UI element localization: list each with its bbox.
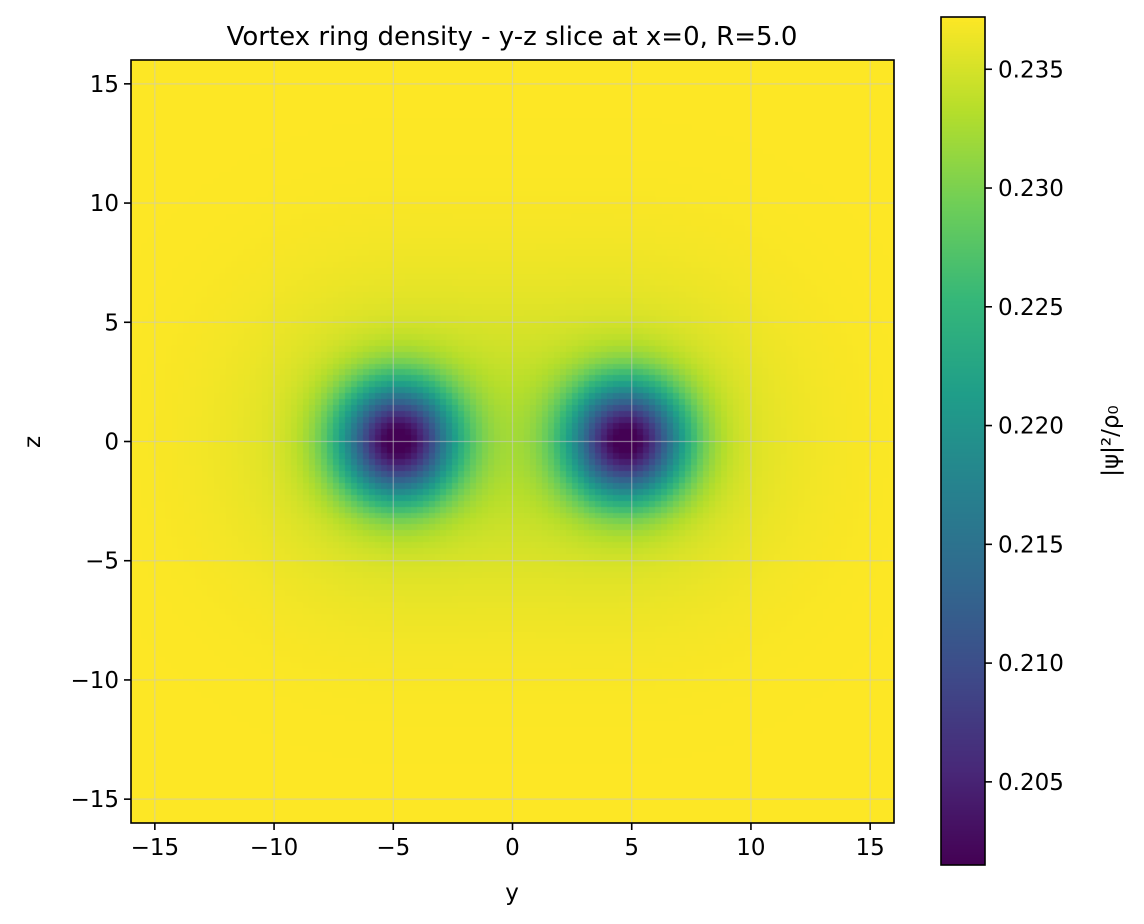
x-tick-label: −10: [250, 835, 299, 861]
x-tick-label: −5: [376, 835, 410, 861]
colorbar-label: |ψ|²/ρ₀: [1098, 405, 1124, 476]
colorbar-tick-label: 0.220: [998, 414, 1064, 440]
colorbar-tick-label: 0.215: [998, 532, 1064, 558]
x-tick-label: 15: [856, 835, 885, 861]
y-tick-label: 15: [90, 72, 119, 98]
x-axis-label: y: [505, 880, 519, 906]
y-tick-label: −5: [85, 549, 119, 575]
x-tick-label: 0: [505, 835, 520, 861]
colorbar-tick-label: 0.225: [998, 295, 1064, 321]
colorbar-tick-label: 0.210: [998, 651, 1064, 677]
chart-title: Vortex ring density - y-z slice at x=0, …: [227, 22, 798, 52]
colorbar-tick-label: 0.230: [998, 176, 1064, 202]
y-tick-label: 0: [104, 430, 119, 456]
x-tick-label: −15: [131, 835, 180, 861]
grid-lines: [131, 60, 894, 823]
x-tick-label: 5: [624, 835, 639, 861]
colorbar-gradient: [941, 17, 985, 865]
y-axis-ticks: −15 −10 −5 0 5 10 15: [70, 72, 131, 813]
y-axis-label: z: [20, 436, 46, 448]
y-tick-label: −10: [70, 668, 119, 694]
x-tick-label: 10: [736, 835, 765, 861]
y-tick-label: −15: [70, 787, 119, 813]
colorbar-tick-label: 0.205: [998, 770, 1064, 796]
y-tick-label: 10: [90, 191, 119, 217]
colorbar-ticks: 0.205 0.210 0.215 0.220 0.225 0.230 0.235: [985, 57, 1064, 796]
colorbar-tick-label: 0.235: [998, 57, 1064, 83]
x-axis-ticks: −15 −10 −5 0 5 10 15: [131, 823, 885, 861]
y-tick-label: 5: [104, 310, 119, 336]
colorbar-frame: [940, 16, 986, 866]
